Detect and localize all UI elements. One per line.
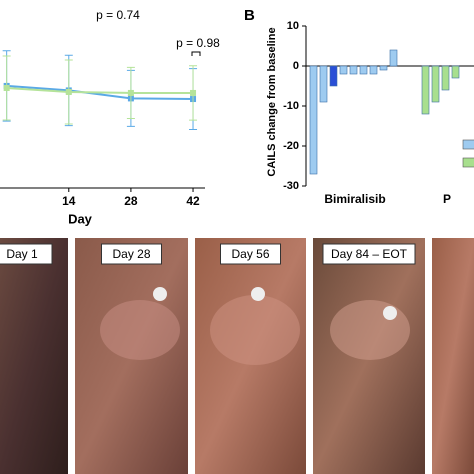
series-line	[6, 87, 194, 94]
bar	[329, 65, 338, 87]
group-label: P	[443, 192, 451, 206]
y-axis-label: CAILS change from baseline	[266, 27, 278, 176]
photo-label-box	[0, 243, 53, 265]
marker-sticker	[251, 287, 265, 301]
photo-label-box	[220, 243, 281, 265]
y-tick-label: 0	[293, 60, 299, 72]
x-tick-label: 28	[124, 194, 138, 208]
bar	[441, 65, 450, 91]
lesion	[330, 300, 410, 360]
bracket	[191, 51, 201, 56]
photo-label-box	[101, 243, 162, 265]
photo-label: Day 28	[112, 247, 150, 261]
legend-swatch	[462, 139, 474, 150]
x-tick-label: 14	[62, 194, 76, 208]
point	[127, 89, 134, 96]
bar	[431, 65, 440, 103]
bar	[359, 65, 368, 75]
lesion	[210, 295, 300, 365]
marker-sticker	[153, 287, 167, 301]
series-line	[6, 84, 194, 101]
photo	[432, 238, 474, 474]
y-tick-label: -10	[283, 100, 299, 112]
photo-label: Day 56	[231, 247, 269, 261]
bar	[389, 49, 398, 67]
point	[65, 89, 72, 95]
group-label: Bimiralisib	[324, 192, 385, 206]
x-axis-label: Day	[68, 211, 93, 226]
bar	[421, 65, 430, 115]
bar	[369, 65, 378, 75]
bar	[379, 65, 388, 71]
bar	[319, 65, 328, 103]
photo-label-box	[322, 243, 416, 265]
panel-label: B	[244, 7, 255, 24]
lesion	[100, 300, 180, 360]
bar	[349, 65, 358, 75]
photo	[0, 238, 68, 474]
bar	[451, 65, 460, 79]
bar	[309, 65, 318, 175]
photo-label: Day 84 – EOT	[331, 247, 408, 261]
photo-panels	[0, 238, 474, 474]
p-value: p = 0.74	[96, 8, 140, 22]
y-tick-label: -20	[283, 140, 299, 152]
bar	[339, 65, 348, 75]
point	[3, 85, 10, 91]
point	[190, 89, 197, 96]
y-tick-label: -30	[283, 180, 299, 192]
legend-swatch	[462, 157, 474, 168]
x-tick-label: 42	[186, 194, 200, 208]
marker-sticker	[383, 306, 397, 320]
y-tick-label: 10	[287, 20, 299, 32]
photo-label: Day 1	[6, 247, 38, 261]
p-value: p = 0.98	[176, 36, 220, 50]
